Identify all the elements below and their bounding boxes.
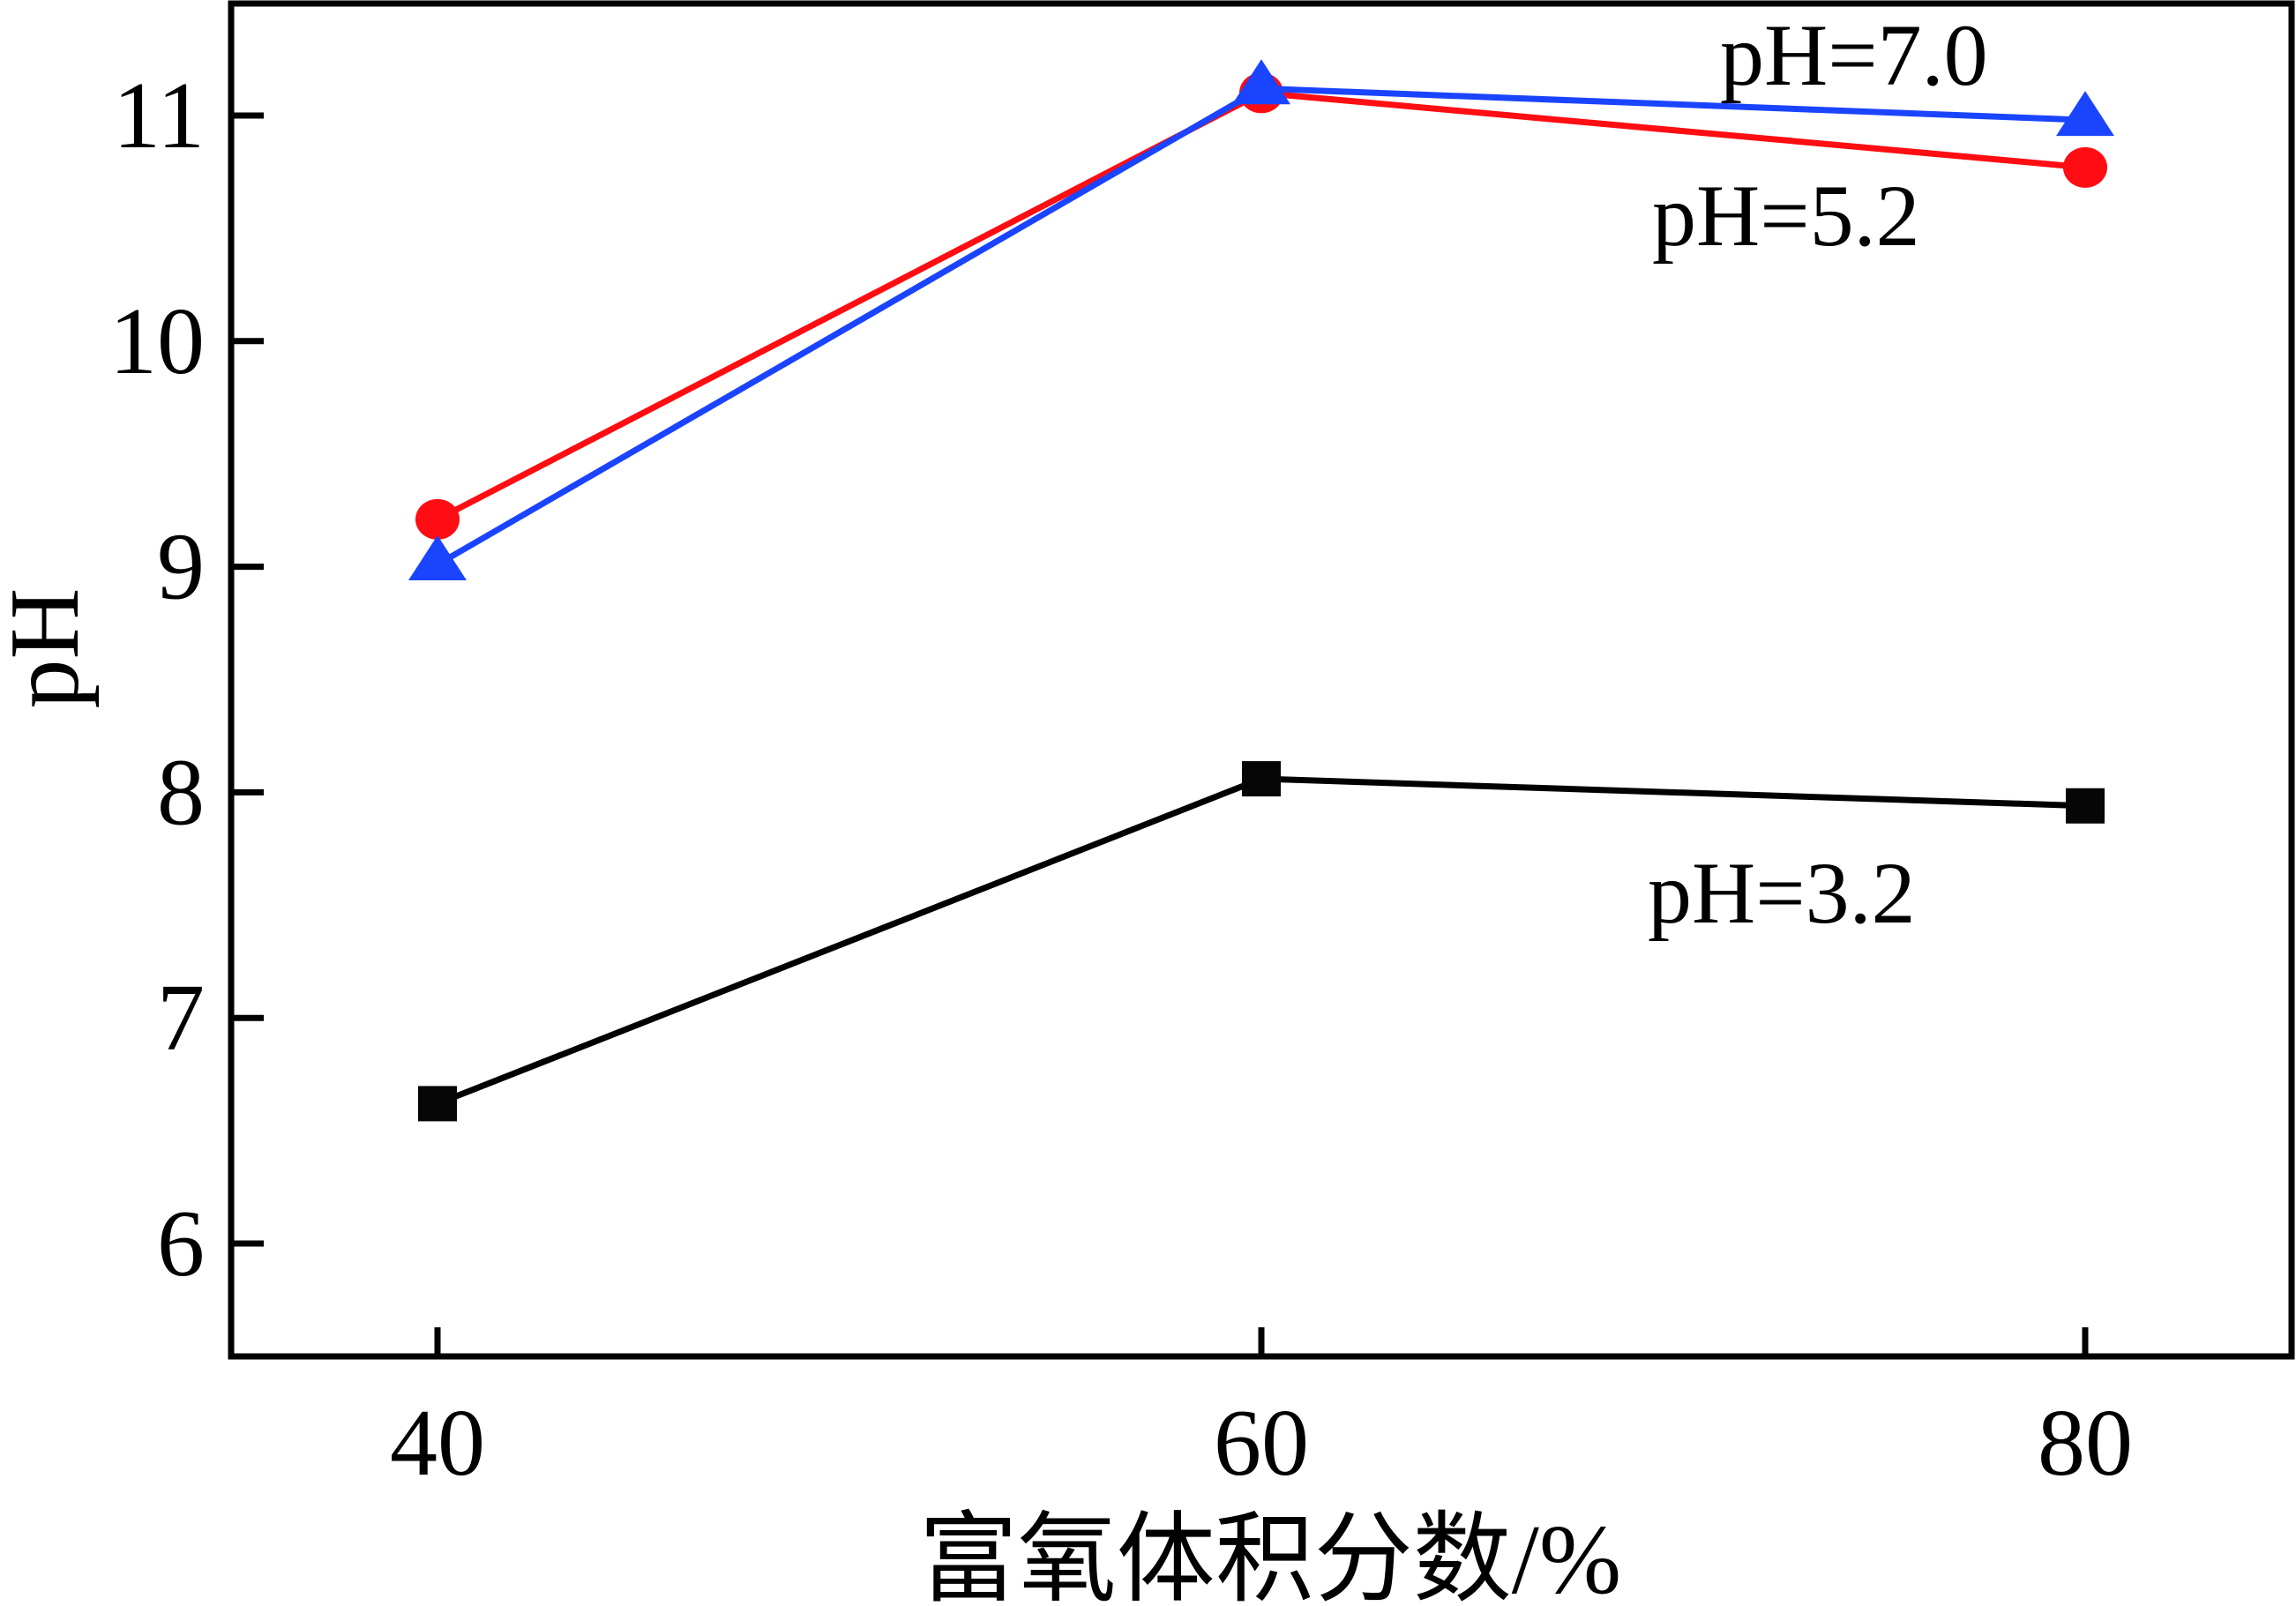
series-label-ph-7-0: pH=7.0 bbox=[1720, 6, 1988, 104]
series-ph-5-2 bbox=[415, 72, 2107, 540]
x-tick-label: 80 bbox=[2038, 1391, 2133, 1496]
x-tick-label: 40 bbox=[390, 1391, 485, 1496]
series-layer bbox=[408, 59, 2114, 1122]
data-point-triangle bbox=[408, 535, 467, 581]
data-point-square bbox=[1242, 761, 1281, 797]
y-tick-label: 7 bbox=[157, 966, 205, 1071]
series-label-ph-3-2: pH=3.2 bbox=[1648, 844, 1916, 942]
series-line bbox=[436, 89, 2086, 522]
plot-frame bbox=[228, 0, 2295, 1360]
data-point-square bbox=[2066, 788, 2105, 824]
series-ph-3-2 bbox=[418, 761, 2105, 1122]
x-axis-ticks: 40 60 80 bbox=[390, 1327, 2133, 1496]
y-tick-label: 10 bbox=[109, 289, 205, 394]
data-point-triangle bbox=[2056, 91, 2114, 137]
y-axis-title: pH bbox=[0, 588, 100, 709]
data-point-circle bbox=[2063, 146, 2107, 188]
series-ph-7-0 bbox=[408, 59, 2114, 581]
x-tick-label: 60 bbox=[1214, 1391, 1309, 1496]
y-axis-ticks: 6 7 8 9 10 11 bbox=[109, 63, 264, 1296]
data-point-circle bbox=[415, 498, 460, 540]
data-point-square bbox=[418, 1086, 457, 1122]
series-label-ph-5-2: pH=5.2 bbox=[1652, 167, 1920, 265]
y-tick-label: 11 bbox=[113, 63, 205, 168]
y-tick-label: 9 bbox=[157, 515, 205, 620]
series-line bbox=[436, 85, 2086, 568]
x-axis-title: 富氧体积分数/% bbox=[919, 1505, 1621, 1606]
y-tick-label: 6 bbox=[157, 1191, 205, 1296]
data-point-triangle bbox=[1232, 59, 1290, 105]
y-tick-label: 8 bbox=[157, 740, 205, 845]
